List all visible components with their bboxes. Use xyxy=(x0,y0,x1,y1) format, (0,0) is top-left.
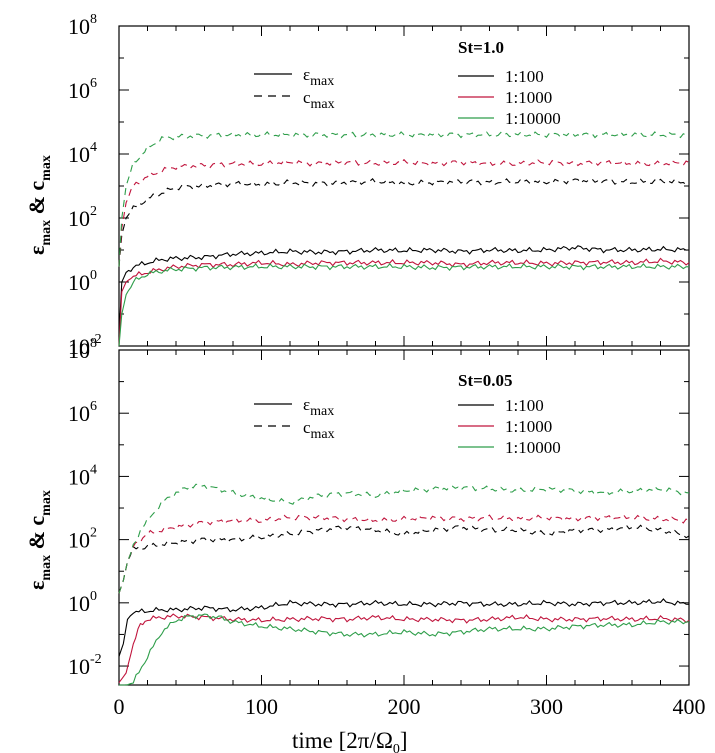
top-st-label: St=1.0 xyxy=(458,38,504,57)
top-series-1-100-c-max xyxy=(118,177,690,267)
top-series-1-100-eps-max xyxy=(118,245,690,337)
x-tick-label: 400 xyxy=(673,694,706,719)
top-ytick-label: 102 xyxy=(68,204,97,231)
bottom-ytick-label: 102 xyxy=(68,526,97,553)
top-legend-label-1-100: 1:100 xyxy=(505,67,544,86)
bottom-series xyxy=(118,483,690,686)
top-legend-c: cmax xyxy=(303,88,335,112)
bottom-legend: St=0.05 εmax cmax 1:100 1:1000 1:10000 xyxy=(254,371,561,457)
x-tick-label: 0 xyxy=(114,694,125,719)
top-panel-frame xyxy=(118,25,690,347)
x-tick-labels: 0 100 200 300 400 xyxy=(114,694,706,719)
bottom-series-1-1000-eps-max xyxy=(118,613,690,683)
x-axis-title: time [2π/Ω0] xyxy=(292,728,408,753)
top-ytick-label: 108 xyxy=(68,12,97,39)
bottom-ytick-label: 10-2 xyxy=(68,652,102,679)
x-tick-label: 300 xyxy=(530,694,563,719)
bottom-legend-label-1-1000: 1:1000 xyxy=(505,417,552,436)
bottom-ytick-label: 104 xyxy=(68,462,97,489)
top-series-1-10000-c-max xyxy=(118,131,690,267)
bottom-st-label: St=0.05 xyxy=(458,371,513,390)
top-ytick-label: 10-2 xyxy=(68,332,102,359)
top-ticks xyxy=(118,25,690,347)
top-ytick-label: 100 xyxy=(68,268,97,295)
top-legend-label-1-1000: 1:1000 xyxy=(505,88,552,107)
bottom-panel-frame xyxy=(118,349,690,686)
bottom-series-1-10000-eps-max xyxy=(119,613,689,686)
x-tick-label: 200 xyxy=(388,694,421,719)
bottom-legend-eps: εmax xyxy=(303,395,334,419)
bottom-legend-label-1-100: 1:100 xyxy=(505,396,544,415)
bottom-series-1-100-c-max xyxy=(118,524,690,594)
top-y-tick-labels: 10-2 100 102 104 106 108 xyxy=(68,12,102,359)
bottom-legend-c: cmax xyxy=(303,418,335,442)
top-series-1-10000-eps-max xyxy=(118,263,690,347)
top-legend: St=1.0 εmax cmax 1:100 1:1000 1:10000 xyxy=(254,38,561,128)
bottom-ytick-label: 100 xyxy=(68,589,97,616)
x-tick-label: 100 xyxy=(245,694,278,719)
bottom-y-tick-labels: 10-2 100 102 104 106 108 xyxy=(68,336,102,679)
top-legend-label-1-10000: 1:10000 xyxy=(505,109,561,128)
bottom-ytick-label: 108 xyxy=(68,336,97,363)
top-series xyxy=(118,131,690,347)
bottom-series-1-10000-c-max xyxy=(118,483,690,594)
top-ytick-label: 106 xyxy=(68,76,97,103)
bottom-legend-label-1-10000: 1:10000 xyxy=(505,438,561,457)
top-legend-eps: εmax xyxy=(303,65,334,89)
bottom-ytick-label: 106 xyxy=(68,399,97,426)
top-ytick-label: 104 xyxy=(68,140,97,167)
top-series-1-1000-eps-max xyxy=(118,257,690,347)
bottom-series-1-1000-c-max xyxy=(118,513,690,594)
bottom-ticks xyxy=(118,349,690,685)
bottom-y-axis-title: εmax & cmax xyxy=(24,490,54,590)
bottom-series-1-100-eps-max xyxy=(118,598,690,657)
top-y-axis-title: εmax & cmax xyxy=(24,155,54,255)
